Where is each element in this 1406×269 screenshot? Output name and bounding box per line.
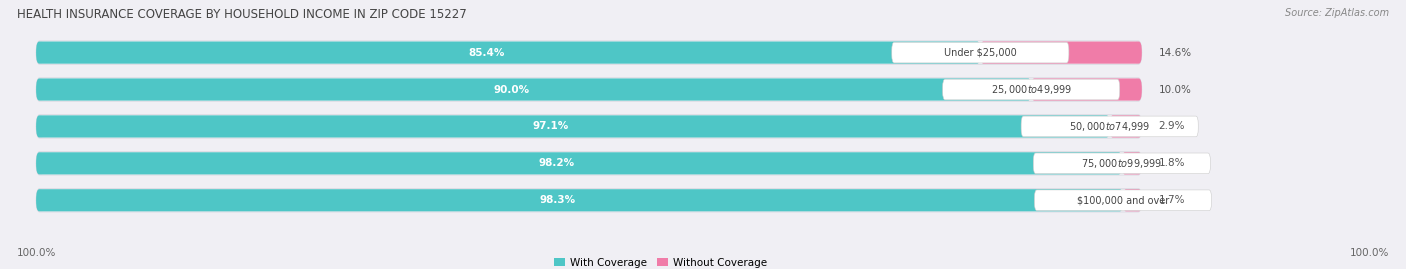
Text: $50,000 to $74,999: $50,000 to $74,999	[1069, 120, 1150, 133]
FancyBboxPatch shape	[1123, 189, 1142, 211]
Text: HEALTH INSURANCE COVERAGE BY HOUSEHOLD INCOME IN ZIP CODE 15227: HEALTH INSURANCE COVERAGE BY HOUSEHOLD I…	[17, 8, 467, 21]
FancyBboxPatch shape	[37, 41, 980, 64]
Text: 1.8%: 1.8%	[1159, 158, 1185, 168]
FancyBboxPatch shape	[37, 189, 1142, 212]
FancyBboxPatch shape	[1033, 153, 1211, 174]
FancyBboxPatch shape	[37, 152, 1142, 175]
FancyBboxPatch shape	[39, 189, 1139, 211]
FancyBboxPatch shape	[39, 116, 1139, 137]
Text: 1.7%: 1.7%	[1159, 195, 1185, 205]
FancyBboxPatch shape	[37, 152, 1122, 174]
Text: 2.9%: 2.9%	[1159, 121, 1185, 132]
FancyBboxPatch shape	[1109, 115, 1142, 137]
Text: Source: ZipAtlas.com: Source: ZipAtlas.com	[1285, 8, 1389, 18]
FancyBboxPatch shape	[37, 78, 1142, 101]
Text: $25,000 to $49,999: $25,000 to $49,999	[991, 83, 1071, 96]
FancyBboxPatch shape	[1122, 152, 1142, 174]
Text: $75,000 to $99,999: $75,000 to $99,999	[1081, 157, 1163, 170]
FancyBboxPatch shape	[37, 41, 1142, 64]
FancyBboxPatch shape	[39, 42, 1139, 63]
Text: 14.6%: 14.6%	[1159, 48, 1191, 58]
Text: 10.0%: 10.0%	[1159, 84, 1191, 94]
FancyBboxPatch shape	[1035, 190, 1212, 211]
Text: 100.0%: 100.0%	[1350, 248, 1389, 258]
Legend: With Coverage, Without Coverage: With Coverage, Without Coverage	[550, 253, 772, 269]
FancyBboxPatch shape	[980, 41, 1142, 64]
FancyBboxPatch shape	[39, 79, 1139, 100]
Text: 97.1%: 97.1%	[533, 121, 569, 132]
Text: $100,000 and over: $100,000 and over	[1077, 195, 1168, 205]
FancyBboxPatch shape	[37, 189, 1123, 211]
Text: 100.0%: 100.0%	[17, 248, 56, 258]
FancyBboxPatch shape	[37, 79, 1031, 101]
FancyBboxPatch shape	[891, 42, 1069, 63]
FancyBboxPatch shape	[1021, 116, 1198, 137]
FancyBboxPatch shape	[1031, 79, 1142, 101]
FancyBboxPatch shape	[942, 79, 1119, 100]
Text: Under $25,000: Under $25,000	[943, 48, 1017, 58]
FancyBboxPatch shape	[39, 153, 1139, 174]
FancyBboxPatch shape	[37, 115, 1142, 138]
FancyBboxPatch shape	[37, 115, 1109, 137]
Text: 98.3%: 98.3%	[540, 195, 575, 205]
Text: 98.2%: 98.2%	[538, 158, 575, 168]
Text: 85.4%: 85.4%	[468, 48, 505, 58]
Text: 90.0%: 90.0%	[494, 84, 530, 94]
